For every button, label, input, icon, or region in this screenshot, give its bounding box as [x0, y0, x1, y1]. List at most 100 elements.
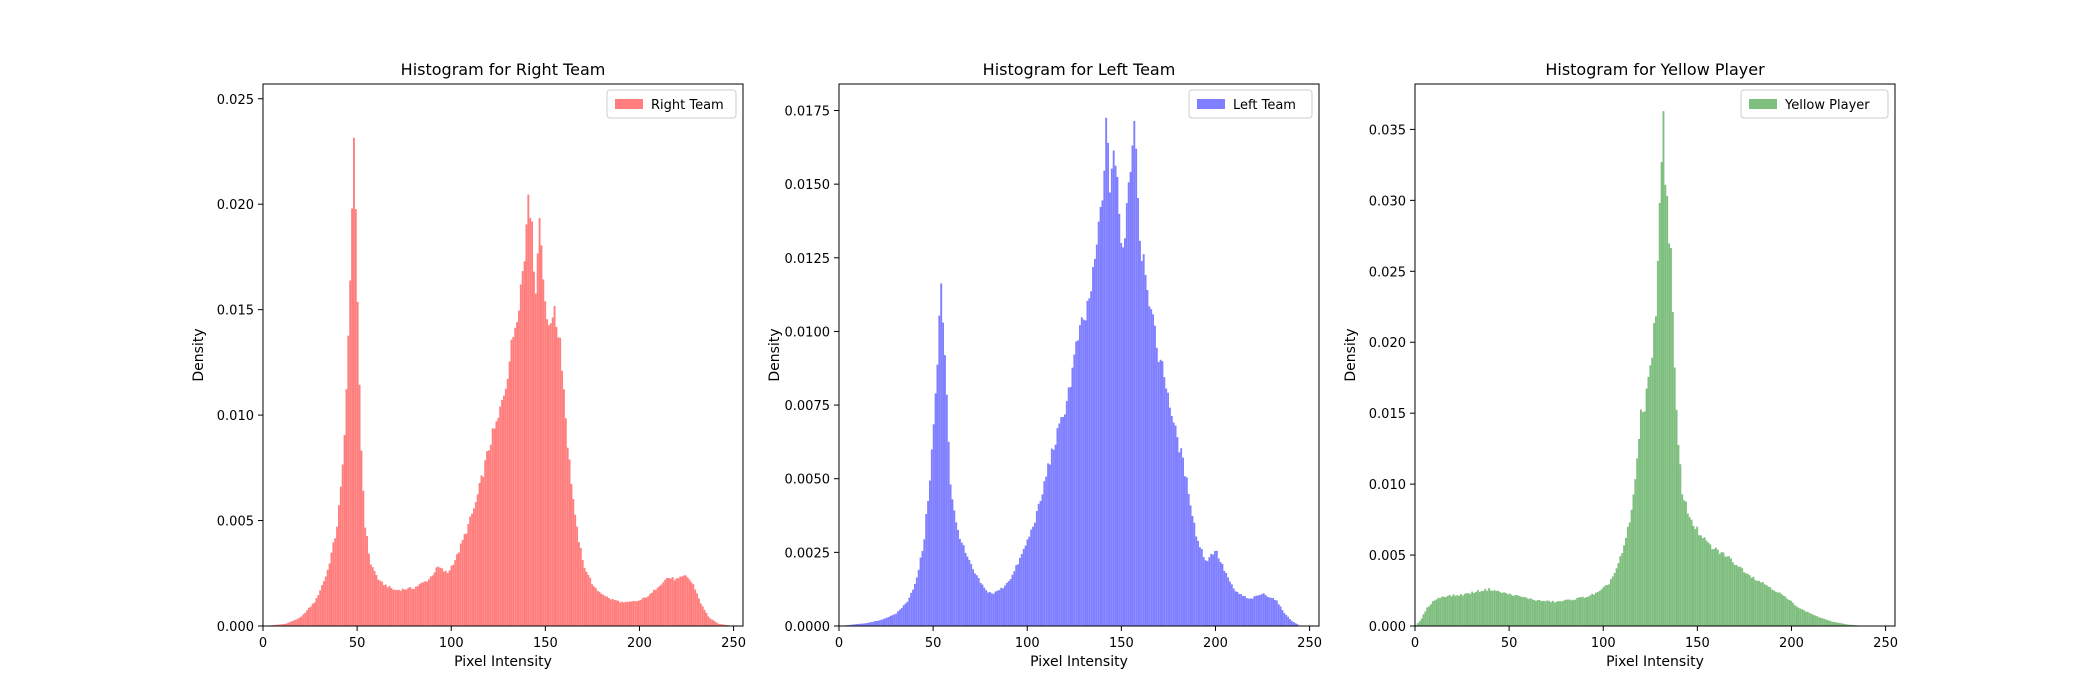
histogram-bar: [469, 516, 472, 626]
histogram-bar: [593, 586, 595, 626]
histogram-bar: [1848, 624, 1851, 626]
histogram-bar: [493, 428, 496, 626]
histogram-bar: [617, 600, 620, 626]
histogram-bar: [1641, 412, 1644, 626]
histogram-bar: [1217, 558, 1220, 626]
histogram-bar: [1002, 588, 1005, 626]
histogram-bar: [1090, 291, 1093, 626]
histogram-bar: [448, 570, 451, 626]
histogram-bar: [1416, 623, 1419, 626]
histogram-bar: [1433, 600, 1436, 626]
histogram-bar: [979, 582, 982, 626]
histogram-bar: [568, 459, 571, 626]
histogram-bar: [414, 586, 417, 626]
y-tick-label: 0.005: [217, 515, 254, 530]
histogram-bar: [1069, 387, 1072, 626]
histogram-bar: [534, 293, 537, 626]
histogram-bar: [1621, 553, 1624, 626]
histogram-bar: [549, 323, 552, 626]
histogram-bar: [912, 589, 915, 626]
legend-label: Left Team: [1233, 98, 1296, 113]
histogram-bar: [1561, 601, 1564, 626]
histogram-bar: [1741, 568, 1744, 626]
histogram-bar: [859, 623, 862, 626]
histogram-bar: [504, 388, 507, 626]
histogram-bar: [444, 570, 447, 626]
histogram-bar: [1435, 599, 1438, 626]
histogram-bar: [714, 621, 717, 626]
histogram-bar: [356, 301, 359, 626]
histogram-bar: [1816, 616, 1819, 626]
histogram-bar: [1461, 595, 1464, 626]
histogram-bar: [473, 508, 475, 626]
histogram-bar: [1643, 411, 1646, 626]
histogram-bar: [538, 217, 541, 626]
histogram-bar: [379, 580, 382, 626]
histogram-bar: [1163, 377, 1166, 626]
histogram-bar: [1292, 622, 1295, 626]
histogram-bar: [1043, 481, 1046, 626]
histogram-bar: [1553, 602, 1556, 626]
histogram-bar: [1793, 605, 1796, 626]
histogram-bar: [1101, 200, 1104, 626]
histogram-bar: [1690, 519, 1693, 626]
histogram-bar: [919, 557, 922, 626]
y-tick-label: 0.020: [1369, 336, 1406, 351]
histogram-bar: [705, 612, 708, 626]
histogram-bar: [927, 500, 930, 626]
histogram-bar: [529, 217, 532, 626]
x-tick-label: 100: [439, 636, 464, 651]
histogram-bar: [279, 624, 282, 626]
histogram-bar: [523, 261, 526, 626]
histogram-bar: [1062, 416, 1065, 626]
histogram-bar: [1187, 493, 1190, 626]
histogram-bar: [1679, 464, 1682, 626]
histogram-bar: [1441, 596, 1444, 626]
histogram-bar: [1831, 621, 1834, 626]
histogram-bar: [1208, 557, 1211, 626]
histogram-bar: [583, 567, 586, 626]
histogram-bar: [690, 582, 693, 626]
histogram-bar: [1737, 566, 1740, 626]
histogram-bar: [1670, 248, 1672, 626]
histogram-bar: [1431, 601, 1434, 626]
histogram-bar: [848, 624, 851, 626]
histogram-bar: [1011, 574, 1014, 626]
histogram-bar: [1170, 416, 1173, 626]
histogram-bar: [435, 567, 438, 626]
histogram-bar: [701, 606, 704, 626]
histogram-bar: [274, 624, 277, 626]
histogram-bar: [1127, 182, 1130, 626]
histogram-bar: [878, 620, 881, 626]
histogram-bar: [345, 389, 348, 626]
histogram-bar: [1253, 596, 1256, 626]
histogram-bar: [677, 578, 680, 626]
histogram-bar: [1538, 600, 1541, 626]
histogram-bar: [553, 305, 556, 626]
histogram-bar: [1244, 596, 1246, 626]
histogram-bar: [1745, 573, 1747, 626]
histogram-bar: [542, 279, 545, 626]
histogram-bar: [1245, 598, 1248, 626]
histogram-bar: [439, 567, 442, 626]
histogram-bar: [463, 534, 466, 626]
histogram-bar: [1281, 610, 1284, 626]
histogram-bar: [880, 619, 883, 626]
histogram-bar: [1778, 592, 1781, 626]
histogram-bar: [422, 582, 425, 626]
histogram-bar: [1125, 203, 1128, 627]
histogram-bar: [1713, 549, 1716, 626]
histogram-bar: [1007, 581, 1010, 626]
histogram-bar: [396, 590, 399, 626]
histogram-bar: [401, 588, 404, 626]
histogram-bar: [951, 499, 954, 626]
y-tick-label: 0.035: [1369, 123, 1406, 138]
histogram-bar: [1097, 221, 1100, 626]
axes-frame: [1414, 83, 1896, 627]
histogram-bar: [1649, 365, 1652, 626]
histogram-bar: [1236, 591, 1239, 626]
histogram-bar: [1518, 595, 1521, 626]
histogram-bar: [1810, 613, 1813, 626]
histogram-bar: [908, 597, 911, 626]
